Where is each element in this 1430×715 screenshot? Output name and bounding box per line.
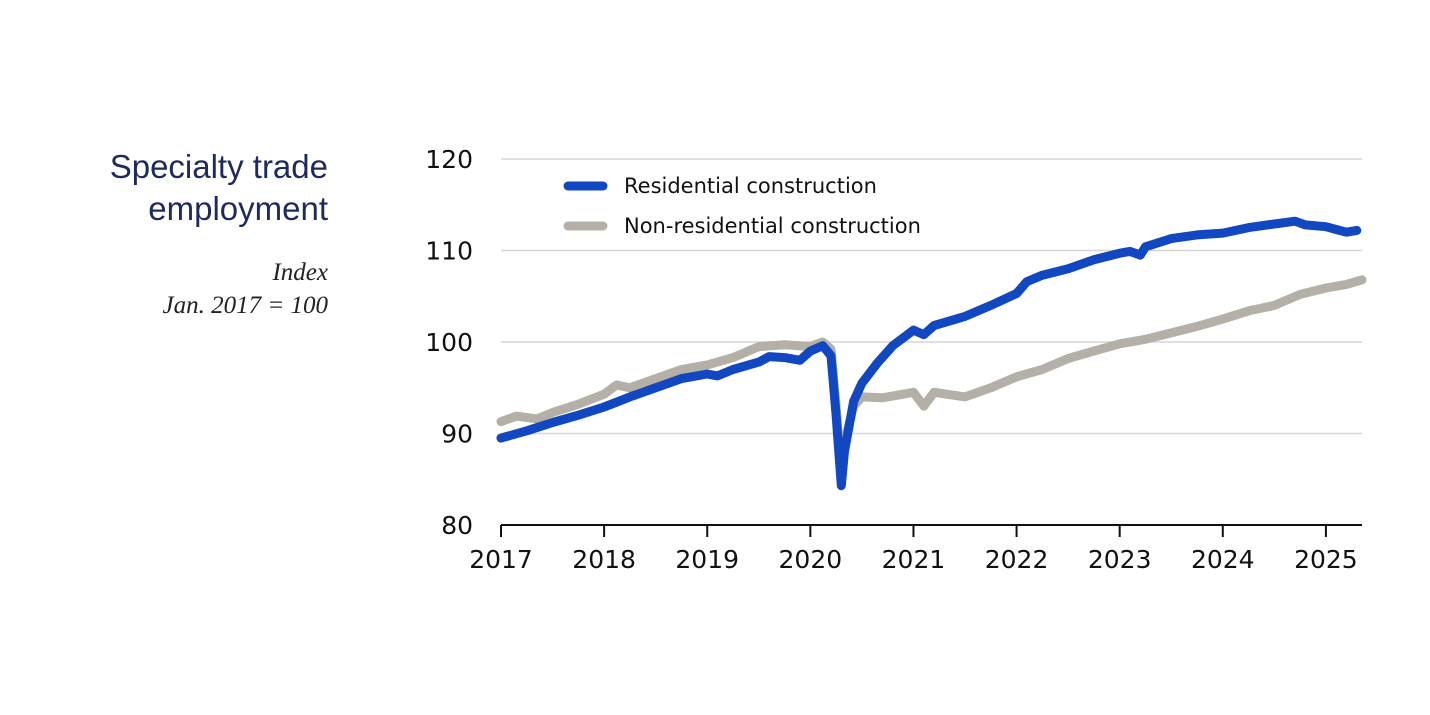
chart-subtitle-line-2: Jan. 2017 = 100 [162,292,328,319]
y-tick-label-120: 120 [425,145,473,174]
legend-label-non-residential-construction: Non-residential construction [624,214,921,238]
y-tick-label-80: 80 [441,511,473,540]
y-tick-label-90: 90 [441,420,473,449]
x-tick-label-2018: 2018 [572,545,636,574]
series-line-residential-construction [496,216,1362,491]
x-tick-label-2025: 2025 [1294,545,1358,574]
chart-title-line-1: Specialty trade [109,148,328,185]
x-tick-label-2020: 2020 [779,545,843,574]
x-tick-label-2022: 2022 [985,545,1049,574]
chart-title-line-2: employment [148,190,328,227]
chart-subtitle: Index Jan. 2017 = 100 [110,256,328,322]
chart-subtitle-line-1: Index [272,259,328,286]
x-tick-label-2017: 2017 [469,545,533,574]
chart-title: Specialty trade employment [110,146,328,230]
x-tick-label-2023: 2023 [1088,545,1152,574]
x-tick-label-2024: 2024 [1191,545,1255,574]
y-tick-label-110: 110 [425,237,473,266]
legend-label-residential-construction: Residential construction [624,174,877,198]
title-block: Specialty trade employment Index Jan. 20… [110,146,328,322]
series-line-non-residential-construction [496,275,1367,481]
x-tick-label-2019: 2019 [675,545,739,574]
y-tick-label-100: 100 [425,328,473,357]
x-tick-label-2021: 2021 [882,545,946,574]
